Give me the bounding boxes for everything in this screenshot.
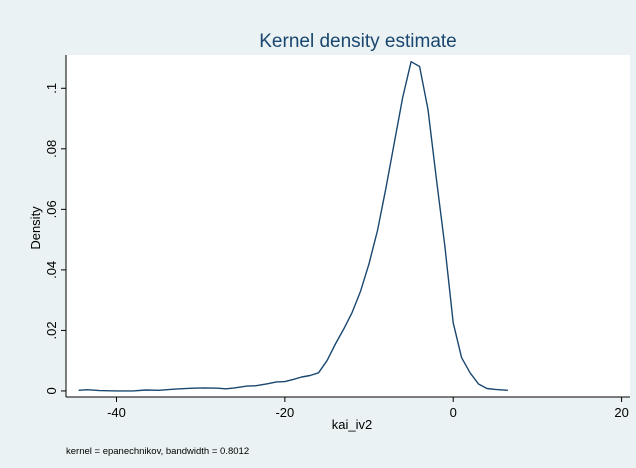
x-tick-label: -40	[107, 405, 126, 420]
y-tick-label: .04	[44, 261, 59, 279]
y-tick-label: .08	[44, 140, 59, 158]
y-ticks: 0 .02 .04 .06 .08 .1	[44, 83, 66, 395]
plot-area	[66, 55, 630, 397]
x-ticks: -40 -20 0 20	[107, 397, 629, 420]
y-tick-label: .02	[44, 321, 59, 339]
y-tick-label: 0	[44, 387, 59, 394]
chart-title: Kernel density estimate	[259, 31, 457, 52]
x-tick-label: 0	[450, 405, 457, 420]
density-line	[78, 61, 508, 392]
y-tick-label: .06	[44, 200, 59, 218]
x-tick-label: 20	[614, 405, 628, 420]
kernel-note: kernel = epanechnikov, bandwidth = 0.801…	[66, 446, 249, 457]
x-tick-label: -20	[275, 405, 294, 420]
x-axis-title: kai_iv2	[332, 417, 372, 432]
y-axis-title: Density	[28, 206, 43, 250]
y-tick-label: .1	[44, 83, 59, 94]
